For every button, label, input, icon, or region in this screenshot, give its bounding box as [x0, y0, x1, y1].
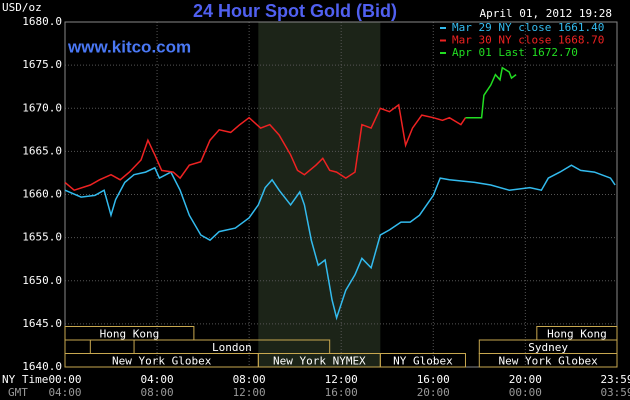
y-tick-label: 1665.0 [22, 144, 62, 157]
session-label: NY Globex [393, 354, 453, 367]
y-axis-label: USD/oz [2, 1, 42, 14]
x-tick-label: 04:00 [141, 373, 174, 386]
y-tick-label: 1680.0 [22, 15, 62, 28]
x2-tick-label: 20:00 [417, 386, 450, 399]
session-label: New York Globex [112, 354, 212, 367]
session-label: Sydney [528, 341, 568, 354]
session-label: Hong Kong [100, 327, 160, 340]
y-tick-label: 1640.0 [22, 360, 62, 373]
x-tick-label: 20:00 [509, 373, 542, 386]
x2-tick-label: 03:59 [600, 386, 630, 399]
y-tick-label: 1670.0 [22, 101, 62, 114]
series-line [64, 103, 467, 192]
session-box [478, 353, 618, 368]
x2-tick-label: 12:00 [233, 386, 266, 399]
series-line [465, 66, 517, 119]
session-label: London [212, 341, 252, 354]
chart-title: 24 Hour Spot Gold (Bid) [193, 1, 397, 21]
x2-tick-label: 08:00 [141, 386, 174, 399]
session-box [64, 339, 91, 354]
y-tick-label: 1675.0 [22, 58, 62, 71]
x2-tick-label: 00:00 [509, 386, 542, 399]
session-box [64, 326, 195, 341]
x-tick-label: 08:00 [233, 373, 266, 386]
session-box [379, 353, 466, 368]
x-tick-label: 12:00 [325, 373, 358, 386]
x-tick-label: 00:00 [48, 373, 81, 386]
session-label: New York Globex [498, 354, 598, 367]
x2-axis-label: GMT [8, 386, 28, 399]
y-tick-label: 1660.0 [22, 188, 62, 201]
x2-tick-label: 16:00 [325, 386, 358, 399]
legend-label: Mar 30 NY close 1668.70 [452, 34, 604, 47]
y-tick-label: 1645.0 [22, 317, 62, 330]
legend-label: Apr 01 Last 1672.70 [452, 46, 578, 59]
x-axis-label: NY Time [2, 373, 48, 386]
x-tick-label: 16:00 [417, 373, 450, 386]
y-tick-label: 1655.0 [22, 231, 62, 244]
session-label: Hong Kong [547, 327, 607, 340]
series-line [64, 164, 616, 321]
y-tick-label: 1650.0 [22, 274, 62, 287]
x2-tick-label: 04:00 [48, 386, 81, 399]
watermark: www.kitco.com [67, 37, 191, 56]
timestamp: April 01, 2012 19:28 [480, 7, 612, 20]
session-label: New York NYMEX [273, 354, 366, 367]
legend-label: Mar 29 NY close 1661.40 [452, 21, 604, 34]
x-tick-label: 23:59 [600, 373, 630, 386]
